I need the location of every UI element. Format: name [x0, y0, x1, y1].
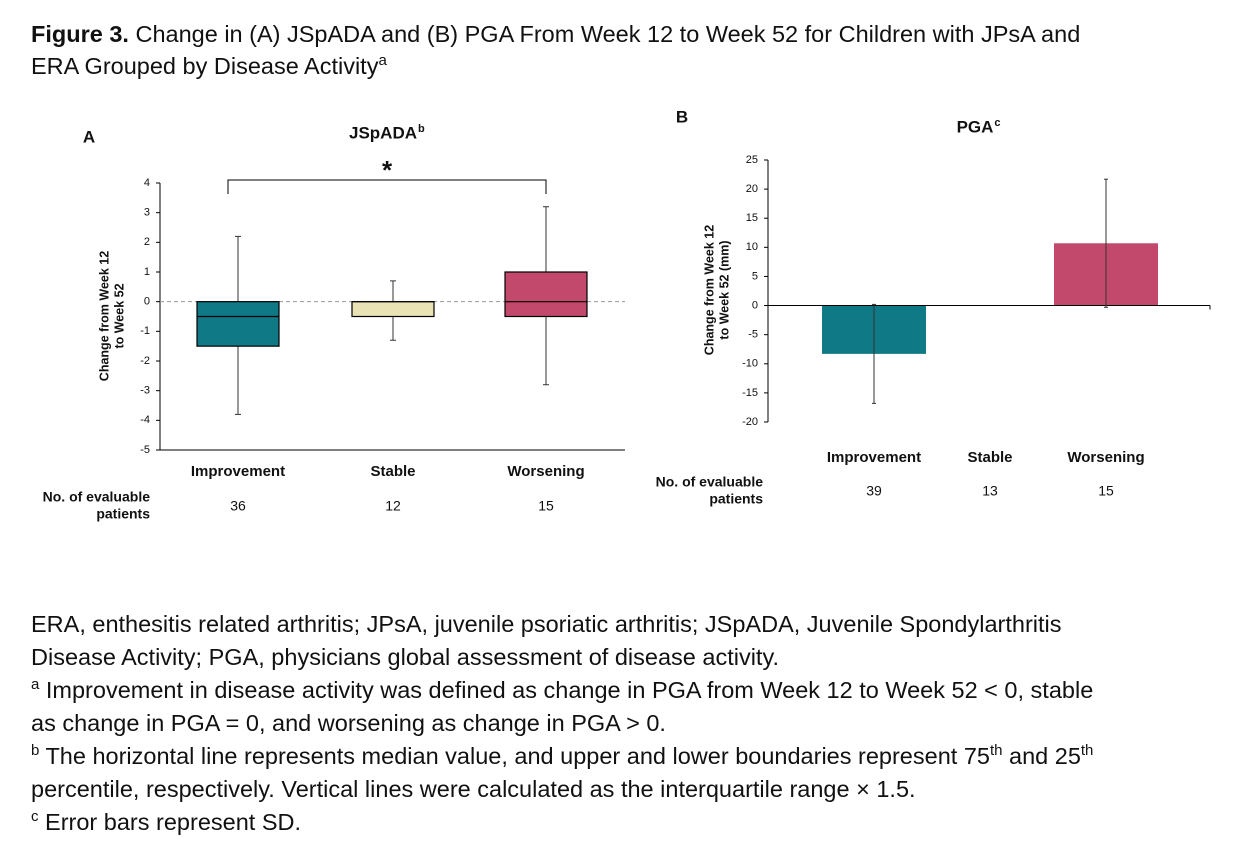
box — [196, 301, 280, 347]
y-tick-label: -4 — [140, 414, 150, 426]
panel-label: A — [83, 127, 95, 146]
title-note: c — [994, 117, 1000, 129]
title-note: a — [378, 52, 387, 70]
y-tick-label: -20 — [742, 416, 758, 428]
title-note: b — [418, 123, 425, 135]
y-tick-label: 25 — [746, 154, 758, 166]
y-tick-label: -5 — [140, 444, 150, 456]
note-mark: b — [31, 742, 40, 760]
y-tick-label: 0 — [752, 299, 758, 311]
y-axis-label: to Week 52 (mm) — [717, 240, 731, 339]
chart-title: PGA — [957, 117, 994, 136]
count: 13 — [982, 483, 998, 499]
y-tick-label: -5 — [748, 329, 758, 341]
chart-title: JSpADA — [349, 123, 417, 142]
annotation: * — [382, 155, 393, 185]
count: 36 — [230, 498, 246, 514]
x-tick-label: Stable — [370, 463, 415, 480]
y-axis-label: Change from Week 12 — [702, 225, 716, 355]
count-label: patients — [96, 506, 150, 522]
count: 15 — [1098, 483, 1114, 499]
y-tick-label: 5 — [752, 270, 758, 282]
y-tick-label: 1 — [144, 266, 150, 278]
title-text: Change in (A) JSpADA and (B) PGA From We… — [31, 21, 1081, 79]
x-tick-label: Stable — [967, 449, 1012, 466]
note-mark: c — [31, 808, 39, 826]
y-axis-label: Change from Week 12 — [97, 251, 111, 381]
footnotes: ERA, enthesitis related arthritis; JPsA,… — [31, 608, 1111, 839]
note-c: c Error bars represent SD. — [31, 806, 1111, 839]
x-tick-label: Improvement — [827, 449, 921, 466]
note-b: b The horizontal line represents median … — [31, 740, 1111, 806]
count: 15 — [538, 498, 554, 514]
significance-bracket — [227, 179, 547, 194]
note-sup: th — [1080, 742, 1094, 760]
y-tick-label: 4 — [144, 177, 150, 189]
x-tick-label: Worsening — [507, 463, 584, 480]
x-tick-label: Worsening — [1067, 449, 1144, 466]
note-text: and 25 — [1002, 743, 1081, 769]
y-tick-label: 10 — [746, 241, 758, 253]
note-text: Improvement in disease activity was defi… — [31, 677, 1094, 736]
count-label: No. of evaluable — [43, 489, 151, 505]
count-label: patients — [709, 491, 763, 507]
y-tick-label: 2 — [144, 236, 150, 248]
note-text: The horizontal line represents median va… — [39, 743, 990, 769]
y-tick-label: -3 — [140, 385, 150, 397]
y-tick-label: 0 — [144, 296, 150, 308]
note-sup: th — [989, 742, 1003, 760]
figure-title: Figure 3. Change in (A) JSpADA and (B) P… — [31, 18, 1091, 82]
count-label: No. of evaluable — [656, 474, 764, 490]
panel-label: B — [676, 107, 688, 126]
abbreviations: ERA, enthesitis related arthritis; JPsA,… — [31, 611, 1062, 670]
y-tick-label: -10 — [742, 358, 758, 370]
note-text: percentile, respectively. Vertical lines… — [31, 776, 916, 802]
y-tick-label: -1 — [140, 325, 150, 337]
y-tick-label: 20 — [746, 183, 758, 195]
count: 12 — [385, 498, 401, 514]
count: 39 — [866, 483, 882, 499]
figure-label: Figure 3. — [31, 21, 129, 47]
y-tick-label: -15 — [742, 387, 758, 399]
note-a: a Improvement in disease activity was de… — [31, 674, 1111, 740]
y-tick-label: 3 — [144, 207, 150, 219]
x-tick-label: Improvement — [191, 463, 285, 480]
y-axis-label: to Week 52 — [112, 283, 126, 348]
y-tick-label: -2 — [140, 355, 150, 367]
note-mark: a — [31, 676, 40, 694]
box — [504, 271, 588, 318]
y-tick-label: 15 — [746, 212, 758, 224]
note-text: Error bars represent SD. — [38, 809, 302, 835]
box — [351, 301, 435, 318]
